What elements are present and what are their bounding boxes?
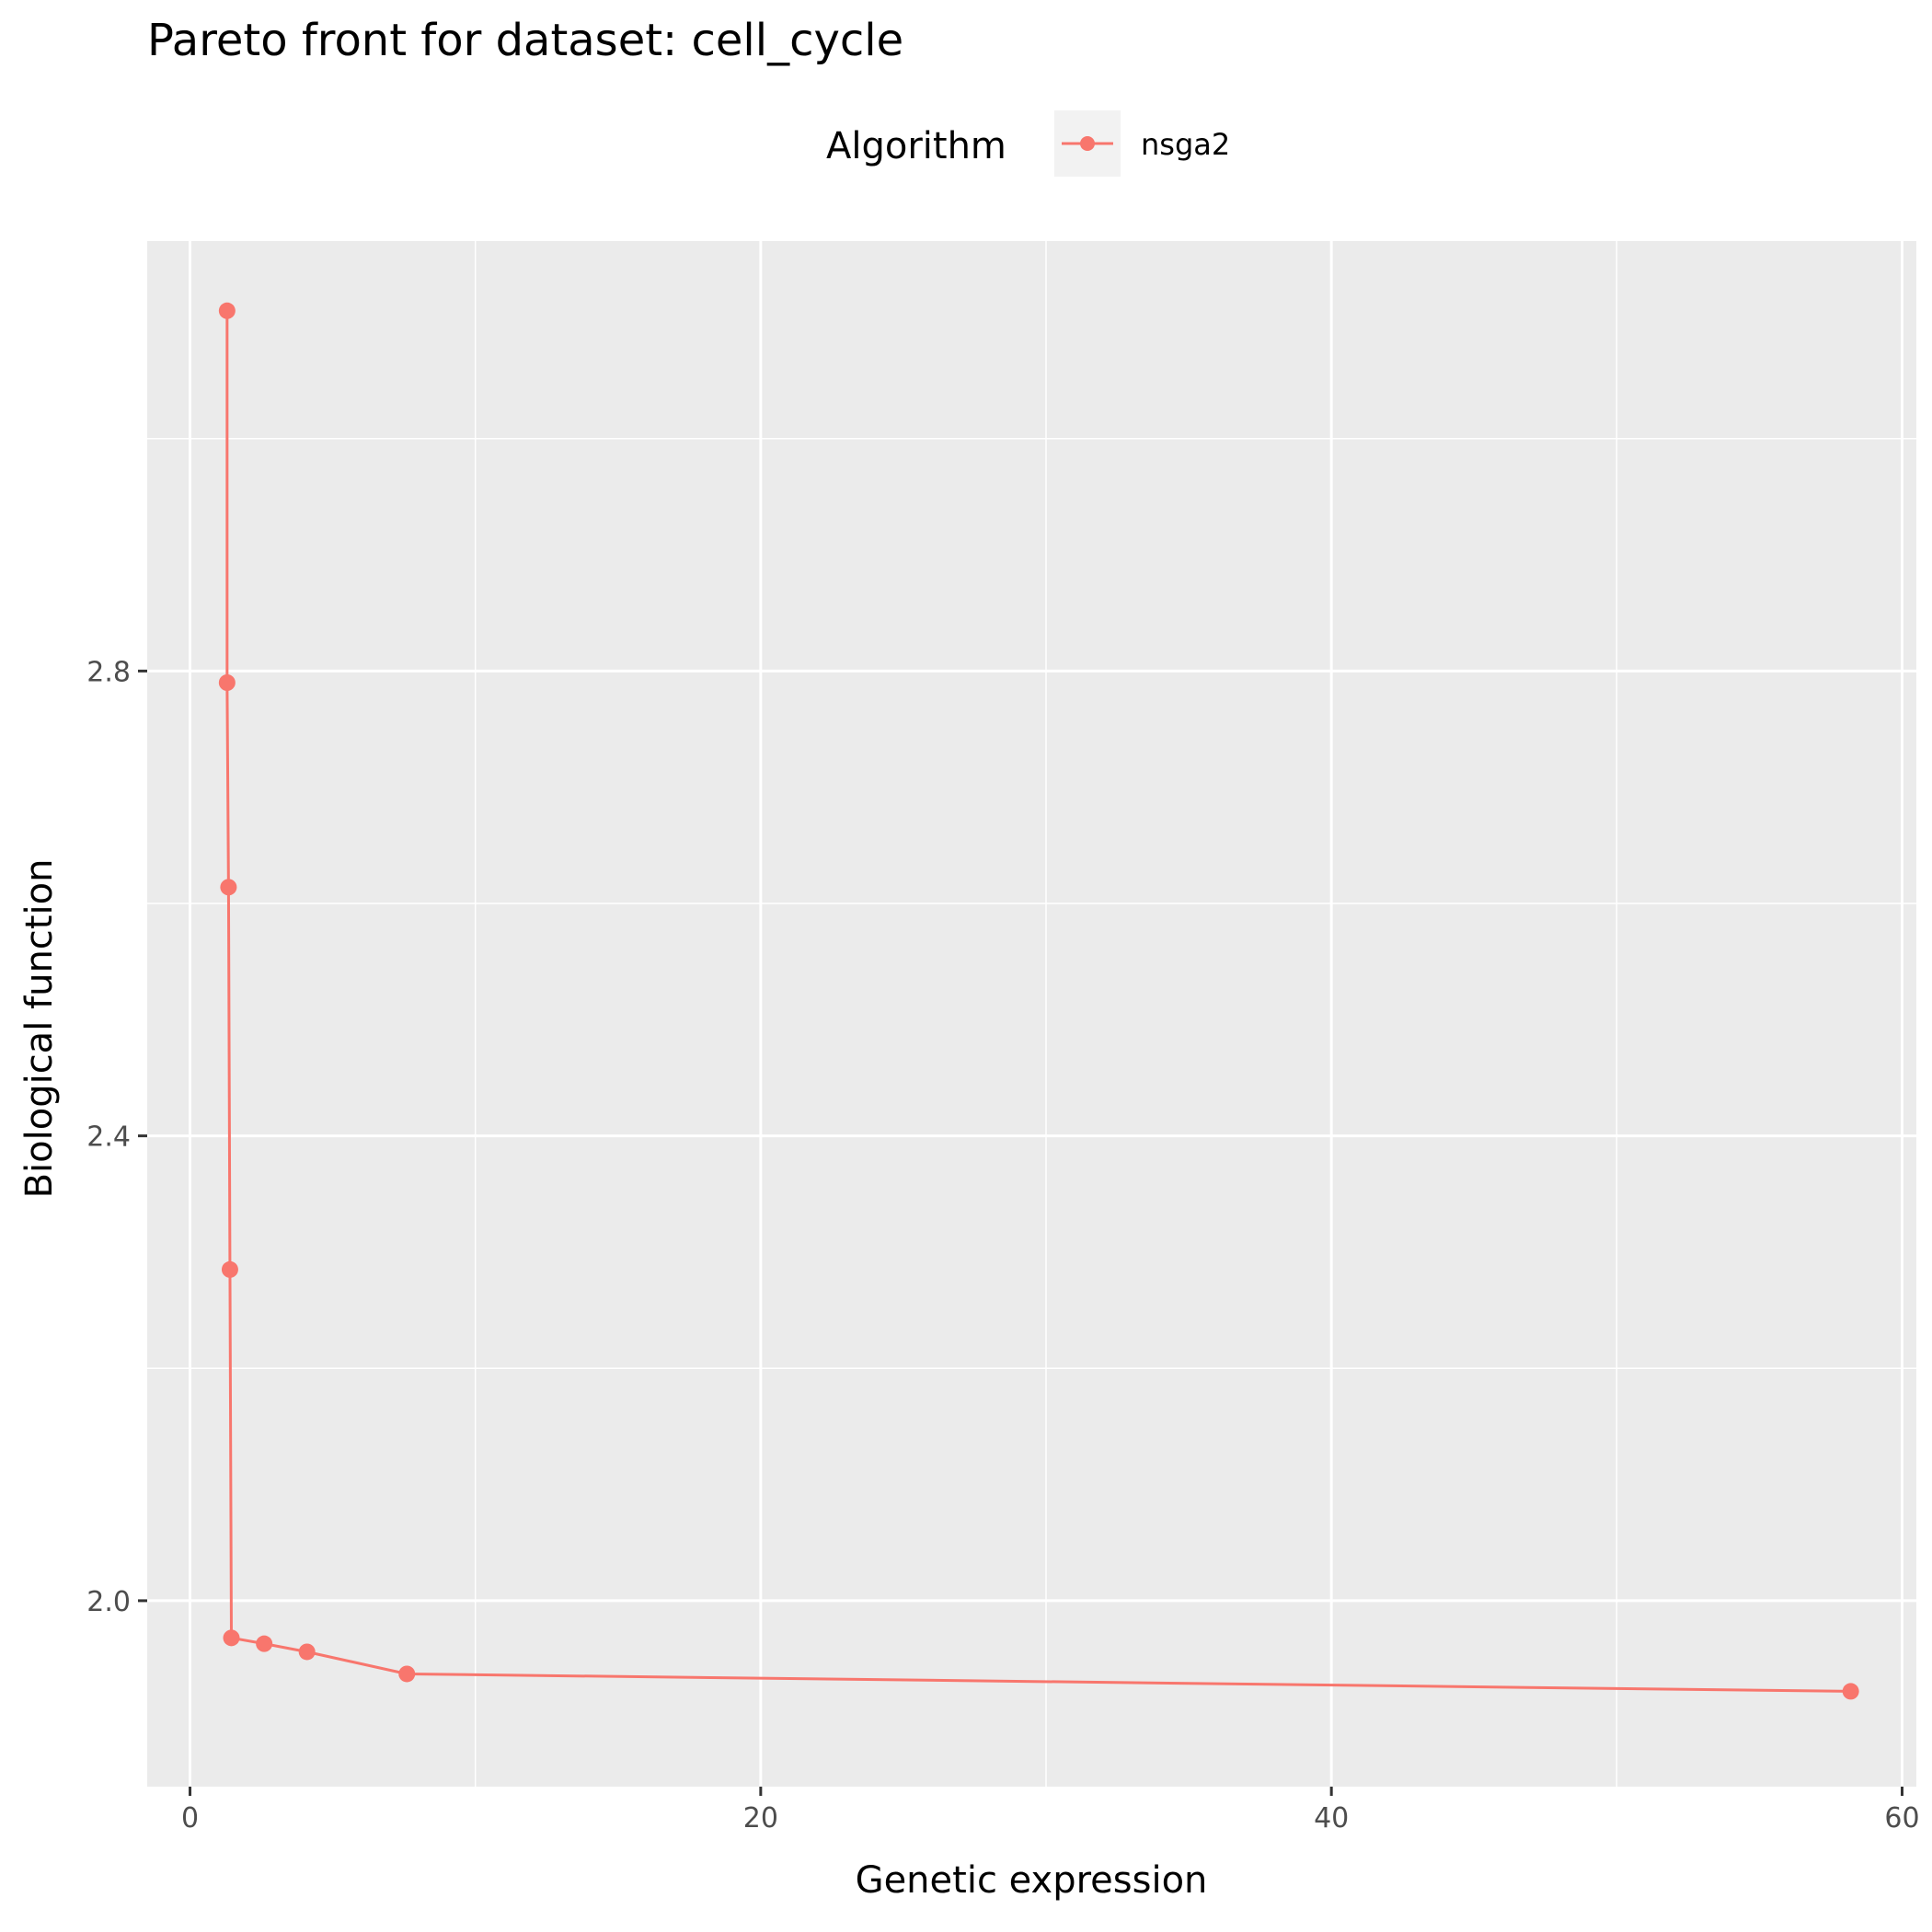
x-tick-label: 60 xyxy=(1884,1802,1919,1834)
legend-label-nsga2: nsga2 xyxy=(1141,127,1230,162)
y-tick-label: 2.0 xyxy=(86,1586,131,1618)
legend-key-point xyxy=(1080,136,1095,151)
series-layer xyxy=(218,302,1859,1700)
legend: Algorithm nsga2 xyxy=(826,110,1230,177)
plot-panel xyxy=(147,241,1916,1787)
y-axis-title: Biological function xyxy=(18,859,61,1199)
x-tick-label: 0 xyxy=(181,1802,199,1834)
x-axis-title: Genetic expression xyxy=(856,1859,1208,1902)
gridlines xyxy=(147,241,1916,1787)
y-tick-label: 2.8 xyxy=(86,656,131,688)
chart-title: Pareto front for dataset: cell_cycle xyxy=(147,15,903,66)
legend-title: Algorithm xyxy=(826,125,1006,167)
data-point xyxy=(218,302,236,319)
axes: 0 20 40 60 2.0 2.4 2.8 xyxy=(86,656,1919,1834)
data-point xyxy=(398,1665,416,1683)
data-point xyxy=(218,674,236,691)
data-point xyxy=(256,1635,273,1652)
data-point xyxy=(223,1629,240,1647)
data-point xyxy=(1842,1683,1859,1700)
x-tick-label: 20 xyxy=(743,1802,778,1834)
data-point xyxy=(220,879,237,896)
data-point xyxy=(298,1643,316,1661)
x-tick-label: 40 xyxy=(1314,1802,1349,1834)
data-point xyxy=(221,1260,238,1278)
y-tick-label: 2.4 xyxy=(86,1121,131,1154)
